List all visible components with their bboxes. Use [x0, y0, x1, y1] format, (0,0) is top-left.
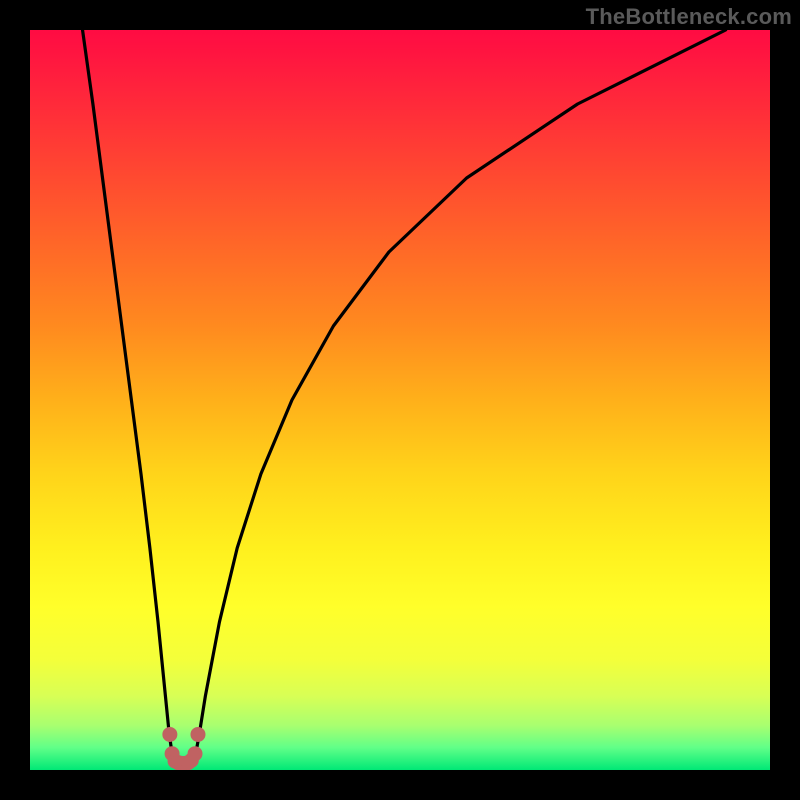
marker-cluster [163, 727, 205, 770]
marker-point [191, 727, 205, 741]
chart-container: TheBottleneck.com [0, 0, 800, 800]
bottleneck-curve [83, 30, 726, 763]
plot-area [30, 30, 770, 770]
marker-point [163, 727, 177, 741]
curve-layer [30, 30, 770, 770]
marker-point [188, 747, 202, 761]
watermark-text: TheBottleneck.com [586, 4, 792, 30]
